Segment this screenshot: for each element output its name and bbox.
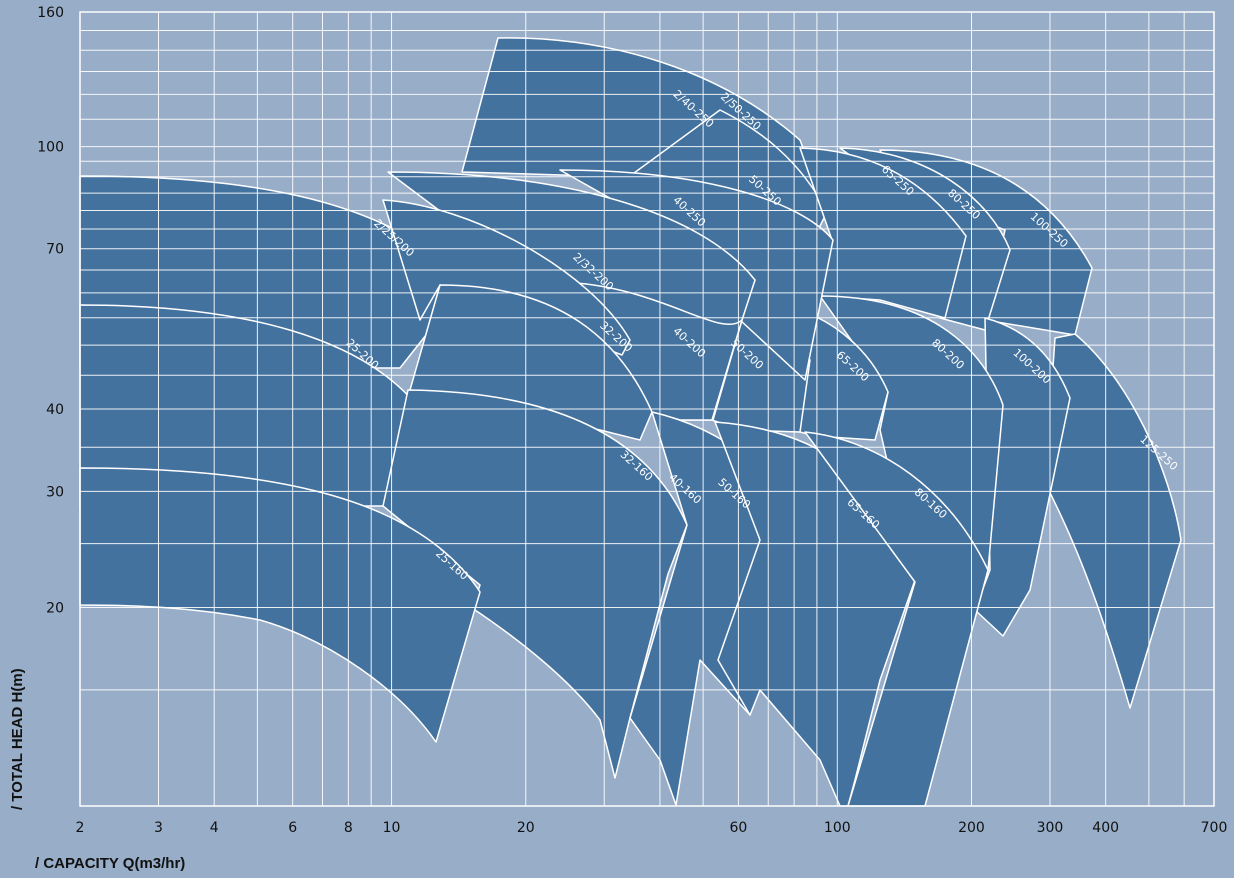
x-tick-label: 3 — [154, 820, 163, 836]
x-tick-labels: 2 3 4 6 8 10 20 60 100 200 300 400 700 — [76, 820, 1228, 836]
grid-layer — [79, 11, 1215, 807]
x-tick-label: 20 — [517, 820, 535, 836]
x-tick-label: 2 — [76, 820, 85, 836]
x-tick-label: 4 — [210, 820, 219, 836]
y-tick-label: 160 — [37, 5, 64, 21]
plot-frame — [79, 11, 1215, 807]
y-tick-label: 20 — [46, 601, 64, 617]
x-axis-title: / CAPACITY Q(m3/hr) — [35, 855, 185, 872]
x-tick-label: 8 — [344, 820, 353, 836]
y-tick-label: 30 — [46, 484, 64, 500]
x-tick-label: 100 — [824, 820, 851, 836]
x-tick-label: 6 — [288, 820, 297, 836]
region-25-160 — [79, 467, 481, 743]
x-tick-label: 60 — [730, 820, 748, 836]
region-125-250 — [1044, 333, 1182, 709]
region-50-250 — [559, 169, 834, 381]
y-tick-label: 40 — [46, 402, 64, 418]
y-axis-title: / TOTAL HEAD H(m) — [9, 668, 26, 810]
x-tick-label: 200 — [958, 820, 985, 836]
regions-layer — [79, 37, 1182, 807]
region-65-160 — [804, 431, 989, 807]
region-65-250 — [799, 147, 967, 319]
x-tick-label: 10 — [383, 820, 401, 836]
x-tick-label: 400 — [1092, 820, 1119, 836]
region-32-160 — [382, 389, 688, 779]
x-tick-label: 300 — [1037, 820, 1064, 836]
y-tick-label: 100 — [37, 140, 64, 156]
x-tick-label: 700 — [1201, 820, 1228, 836]
y-tick-label: 70 — [46, 242, 64, 258]
y-tick-labels: 20 30 40 70 100 160 — [37, 5, 64, 617]
